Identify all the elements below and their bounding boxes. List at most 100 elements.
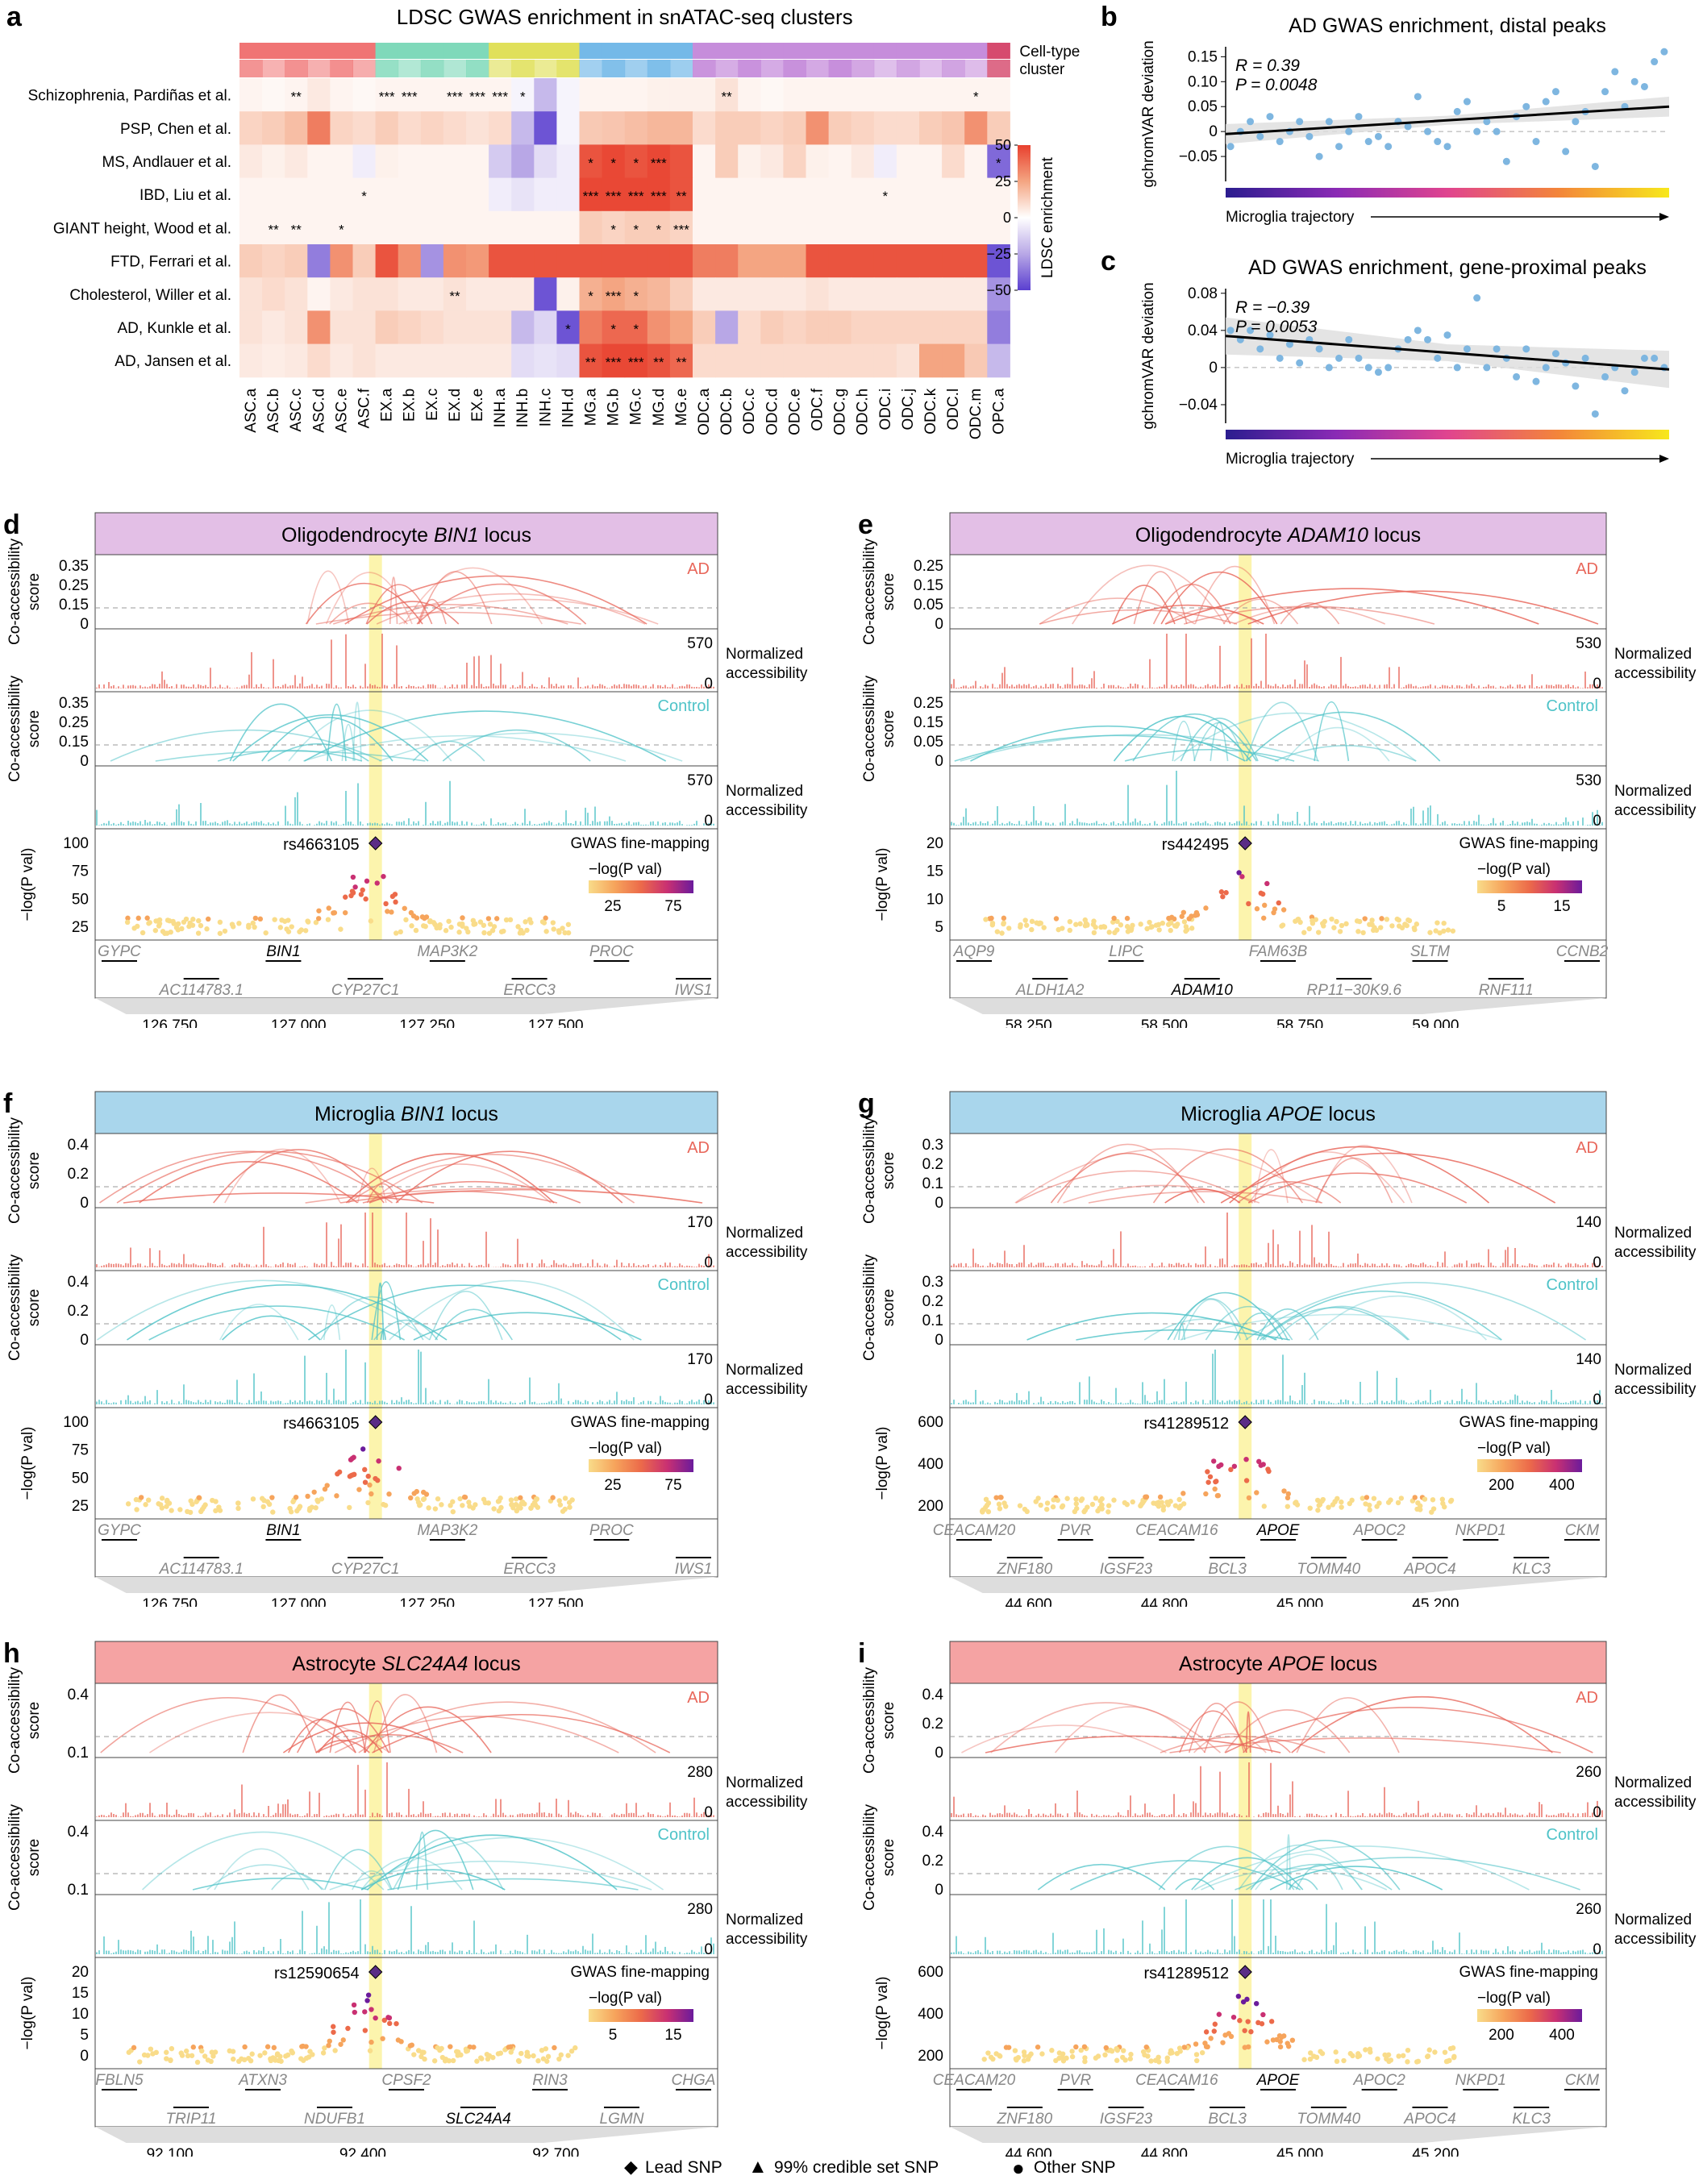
- heatmap-cell: [942, 177, 965, 212]
- significance-mark: ***: [606, 189, 622, 204]
- heatmap-cell: [693, 343, 716, 378]
- locus-title: Astrocyte APOE locus: [1179, 1653, 1377, 1675]
- other-snp-point: [332, 2048, 338, 2053]
- arrowhead-icon: [1659, 455, 1669, 463]
- coaccess-arc: [365, 584, 433, 625]
- other-snp-point: [1441, 928, 1447, 934]
- heatmap-cell: [987, 210, 1010, 245]
- other-snp-point: [347, 1504, 352, 1511]
- gene-label: IGSF23: [1100, 2111, 1153, 2128]
- other-snp-point: [1277, 2039, 1283, 2045]
- gene-label: BCL3: [1208, 1561, 1247, 1578]
- heatmap-cell: [715, 78, 739, 112]
- other-snp-point: [143, 1502, 148, 1508]
- gwas-tick-label: 400: [918, 2006, 943, 2023]
- coaccess-arc: [1273, 1305, 1410, 1341]
- heatmap-cell: [873, 277, 897, 311]
- cluster-band-EX.c: [420, 43, 444, 59]
- gene-label: TRIP11: [165, 2111, 216, 2128]
- coaccess-arc: [1143, 1318, 1267, 1341]
- coaccess-arc: [366, 601, 460, 625]
- heatmap-cell: [942, 310, 965, 345]
- other-snp-point: [1310, 917, 1315, 924]
- heatmap-cell: [806, 177, 830, 212]
- heatmap-cell: [783, 310, 806, 345]
- coacc-axis-label-2: score: [881, 710, 897, 747]
- heatmap-cell: [602, 277, 626, 311]
- coaccess-arc: [1288, 1878, 1318, 1891]
- heatmap-cell: [828, 210, 852, 245]
- other-snp-point: [1218, 1462, 1224, 1468]
- coaccess-arc: [329, 1701, 367, 1753]
- column-label: ODC.j: [900, 389, 917, 431]
- other-snp-point: [230, 924, 236, 930]
- coaccess-arc: [387, 1878, 639, 1891]
- position-tick-label: 92,700: [532, 2146, 579, 2157]
- other-snp-point: [1375, 2056, 1380, 2061]
- other-snp-point: [1367, 921, 1372, 927]
- cluster-band-ODC.b: [715, 43, 739, 59]
- coaccess-arc: [1026, 1312, 1277, 1341]
- other-snp-point: [1360, 930, 1366, 936]
- data-point: [1463, 98, 1471, 106]
- norm-label-1: Normalized: [726, 1774, 803, 1791]
- coacc-axis-label-1: Co-accessibility: [861, 1667, 878, 1774]
- other-snp-point: [983, 1496, 989, 1503]
- heatmap-cell: [239, 177, 263, 212]
- other-snp-point: [997, 2053, 1002, 2058]
- coaccess-arc: [1088, 1191, 1323, 1204]
- gwas-tick-label: 0: [80, 2048, 89, 2065]
- data-point: [1345, 127, 1353, 135]
- other-snp-point: [179, 2053, 185, 2058]
- heatmap-cell: [556, 343, 580, 378]
- significance-mark: ***: [402, 89, 418, 105]
- other-snp-point: [1073, 2044, 1079, 2050]
- other-snp-point: [1064, 2055, 1069, 2061]
- other-snp-point: [1114, 2045, 1119, 2052]
- scatter-distal-panel: AD GWAS enrichment, distal peaks0.150.10…: [1140, 15, 1670, 226]
- heatmap-cell: [896, 210, 920, 245]
- significance-mark: *: [610, 156, 616, 171]
- significance-mark: *: [520, 89, 526, 105]
- legend-tick: 15: [1553, 898, 1570, 915]
- significance-mark: *: [996, 156, 1001, 171]
- other-snp-point: [257, 2053, 263, 2058]
- gene-label: NKPD1: [1455, 2072, 1506, 2089]
- heatmap-cell: [806, 343, 830, 378]
- other-snp-point: [1026, 2053, 1032, 2059]
- heatmap-cell: [330, 111, 353, 145]
- heatmap-cell: [783, 177, 806, 212]
- other-snp-point: [1396, 917, 1402, 923]
- heatmap-cell: [760, 177, 784, 212]
- other-snp-point: [1371, 1496, 1377, 1501]
- gene-label: FBLN5: [95, 2072, 144, 2089]
- coacc-tick-label: 0.15: [914, 714, 943, 731]
- cluster-subband-MG.b: [602, 60, 626, 77]
- other-snp-point: [365, 1473, 371, 1479]
- other-snp-point: [1138, 921, 1143, 927]
- coaccess-arc: [954, 734, 1279, 762]
- other-snp-point: [363, 896, 368, 902]
- significance-mark: ***: [628, 189, 644, 204]
- heatmap-cell: [307, 177, 331, 212]
- locus-title: Microglia APOE locus: [1180, 1103, 1376, 1125]
- coaccess-arc: [1193, 1733, 1267, 1753]
- other-snp-point: [473, 1502, 478, 1508]
- other-snp-point: [264, 2044, 271, 2049]
- other-snp-point: [364, 1998, 370, 2003]
- coacc-tick-label: 0: [935, 1745, 943, 1762]
- other-snp-point: [326, 2042, 331, 2049]
- coaccess-arc: [1124, 749, 1295, 762]
- r-value: R = −0.39: [1235, 298, 1310, 317]
- coaccess-arc: [1173, 1298, 1249, 1341]
- other-snp-point: [269, 1495, 275, 1500]
- gene-label: ALDH1A2: [1015, 982, 1085, 999]
- coacc-tick-label: 0.25: [59, 577, 89, 594]
- row-label: IBD, Liu et al.: [139, 187, 231, 204]
- other-snp-point: [1447, 2045, 1454, 2052]
- data-point: [1502, 157, 1510, 165]
- other-snp-point: [138, 1495, 144, 1500]
- coaccess-arc: [1178, 1323, 1186, 1341]
- norm-min: 0: [1593, 1254, 1601, 1271]
- other-snp-point: [1306, 926, 1312, 932]
